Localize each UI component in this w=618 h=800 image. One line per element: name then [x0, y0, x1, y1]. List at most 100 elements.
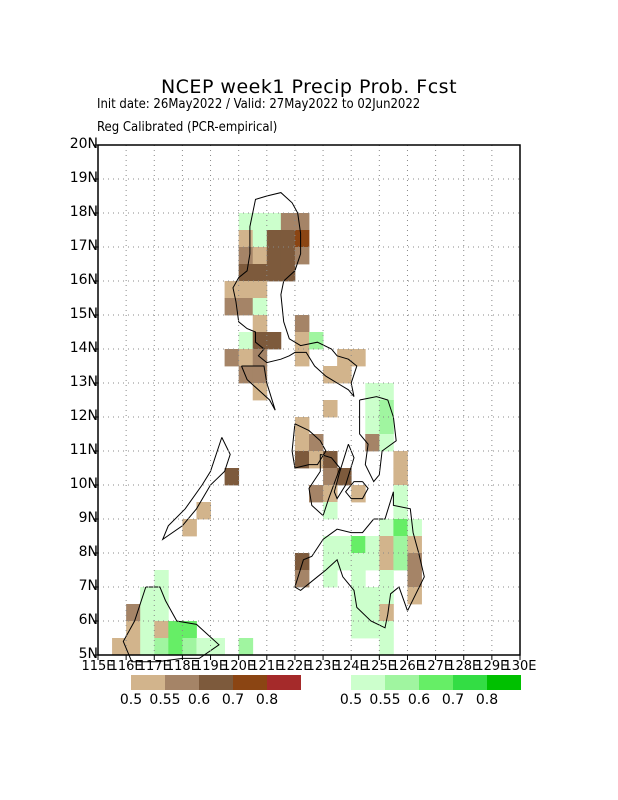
- map-frame: [97, 144, 521, 656]
- lon-label: 127E: [419, 659, 453, 674]
- probability-cell: [294, 349, 310, 367]
- dry-legend-swatch: [199, 675, 233, 690]
- probability-cell: [252, 213, 268, 231]
- wet-legend-label: 0.5: [339, 692, 363, 708]
- probability-cell: [252, 281, 268, 299]
- probability-cell: [252, 247, 268, 265]
- lon-label: 117E: [137, 659, 171, 674]
- lat-label: 8N: [78, 544, 98, 560]
- probability-cell: [294, 247, 310, 265]
- probability-cell: [294, 434, 310, 452]
- probability-cell: [393, 536, 408, 554]
- probability-cell: [112, 638, 127, 656]
- coastline: [294, 491, 425, 629]
- probability-cell: [140, 621, 155, 639]
- probability-cell: [379, 383, 394, 401]
- probability-cell: [294, 213, 310, 231]
- probability-cell: [238, 230, 254, 248]
- lon-label: 123E: [306, 659, 340, 674]
- probability-cell: [407, 570, 422, 588]
- dry-legend-swatch: [131, 675, 165, 690]
- probability-cell: [252, 366, 268, 384]
- probability-cell: [182, 519, 197, 537]
- probability-cell: [323, 502, 338, 520]
- probability-cell: [154, 621, 169, 639]
- probability-cell: [393, 451, 408, 469]
- probability-cell: [266, 264, 282, 282]
- probability-cell: [238, 298, 254, 316]
- probability-cell: [365, 621, 380, 639]
- probability-cell: [323, 468, 338, 486]
- probability-cell: [252, 332, 268, 350]
- probability-cell: [351, 570, 366, 588]
- probability-cell: [126, 621, 141, 639]
- probability-cell: [309, 332, 324, 350]
- subtitle-dates: Init date: 26May2022 / Valid: 27May2022 …: [97, 97, 421, 112]
- lat-label: 10N: [69, 476, 98, 492]
- probability-cell: [365, 417, 380, 435]
- probability-cell: [252, 264, 268, 282]
- probability-cell: [351, 621, 366, 639]
- lon-label: 125E: [362, 659, 396, 674]
- lon-label: 129E: [475, 659, 509, 674]
- lon-label: 118E: [165, 659, 199, 674]
- lat-label: 13N: [69, 374, 98, 390]
- probability-cell: [407, 536, 422, 554]
- probability-cell: [140, 587, 155, 605]
- probability-cell: [379, 638, 394, 656]
- probability-cell: [365, 536, 380, 554]
- wet-legend-label: 0.8: [475, 692, 499, 708]
- lat-label: 17N: [69, 238, 98, 254]
- probability-cell: [393, 485, 408, 503]
- probability-cell: [238, 366, 254, 384]
- wet-legend-label: 0.7: [441, 692, 465, 708]
- probability-cell: [238, 281, 254, 299]
- probability-cell: [252, 230, 268, 248]
- probability-cell: [238, 332, 254, 350]
- probability-cell: [266, 332, 282, 350]
- probability-cell: [337, 553, 352, 571]
- probability-cell: [140, 638, 155, 656]
- probability-cell: [365, 400, 380, 418]
- lat-label: 16N: [69, 272, 98, 288]
- probability-cell: [294, 332, 310, 350]
- coastline: [333, 444, 355, 500]
- probability-cell: [238, 264, 254, 282]
- wet-legend-label: 0.6: [407, 692, 431, 708]
- probability-cell: [365, 383, 380, 401]
- probability-cell: [351, 587, 366, 605]
- probability-cell: [309, 485, 324, 503]
- probability-cell: [379, 434, 394, 452]
- probability-cell: [379, 587, 394, 605]
- probability-cell: [379, 519, 394, 537]
- dry-legend-swatch: [233, 675, 267, 690]
- probability-cell: [379, 536, 394, 554]
- probability-cell: [365, 604, 380, 622]
- probability-cell: [379, 553, 394, 571]
- probability-cell: [393, 553, 408, 571]
- probability-cell: [280, 230, 296, 248]
- wet-legend-label: 0.55: [369, 692, 401, 708]
- probability-cell: [323, 366, 338, 384]
- probability-cell: [280, 264, 296, 282]
- probability-cell: [126, 604, 141, 622]
- probability-cell: [266, 230, 282, 248]
- probability-cell: [351, 349, 366, 367]
- dry-legend-label: 0.5: [119, 692, 143, 708]
- lon-label: 119E: [194, 659, 228, 674]
- lon-label: 124E: [334, 659, 368, 674]
- wet-legend-swatch: [453, 675, 487, 690]
- probability-cell: [280, 247, 296, 265]
- coastline: [232, 192, 358, 397]
- probability-cell: [266, 213, 282, 231]
- lon-label: 126E: [390, 659, 424, 674]
- probability-cell: [393, 519, 408, 537]
- lat-label: 15N: [69, 306, 98, 322]
- probability-cell: [337, 366, 352, 384]
- probability-cell: [224, 349, 240, 367]
- coastline: [161, 437, 231, 541]
- probability-cell: [294, 553, 310, 571]
- probability-cell: [351, 536, 366, 554]
- probability-cell: [323, 400, 338, 418]
